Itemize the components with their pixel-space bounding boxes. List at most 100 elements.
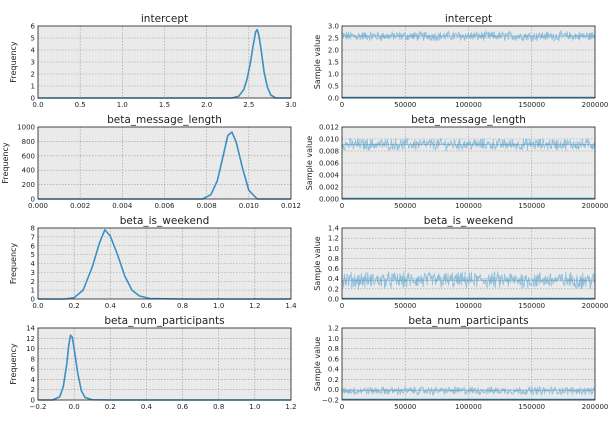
x-tick-label: 50000: [394, 202, 416, 210]
y-tick-label: 0.8: [328, 345, 339, 353]
y-tick-label: 0: [31, 196, 35, 204]
x-tick-label: 150000: [518, 403, 545, 411]
y-tick-label: 4: [31, 47, 36, 55]
y-tick-label: 2.0: [328, 47, 339, 55]
y-tick-label: 0.010: [319, 136, 339, 144]
x-tick-label: 100000: [455, 202, 482, 210]
x-tick-label: 150000: [518, 101, 545, 109]
x-tick-label: 0.5: [75, 101, 86, 109]
x-tick-label: 100000: [455, 101, 482, 109]
x-tick-label: 0.000: [28, 202, 48, 210]
y-tick-label: 0.4: [328, 275, 340, 283]
x-tick-label: 200000: [582, 202, 609, 210]
x-tick-label: 0.8: [177, 302, 188, 310]
chart-title: intercept: [141, 13, 188, 25]
x-tick-label: 0.6: [177, 403, 189, 411]
plot-frame: [37, 126, 292, 200]
plot-frame: [37, 25, 292, 99]
y-tick-label: 0.002: [319, 184, 339, 192]
y-tick-label: 3.0: [328, 23, 339, 31]
x-tick-label: 0.6: [141, 302, 153, 310]
x-tick-label: 0.0: [32, 101, 43, 109]
y-tick-label: 1.2: [328, 325, 339, 333]
x-tick-label: 50000: [394, 101, 416, 109]
x-tick-label: 0: [340, 302, 344, 310]
y-tick-label: 2.5: [328, 35, 339, 43]
y-tick-label: 8: [31, 355, 35, 363]
density-series: [38, 28, 291, 99]
y-tick-label: 0: [31, 397, 35, 405]
chart-panel-7: −0.2 0.0 0.2 0.4 0.6 0.8 1.0 1.2 0 2 4 6 8 10 12 14 beta…: [9, 315, 297, 411]
x-tick-label: 3.0: [285, 101, 296, 109]
x-tick-label: 100000: [455, 302, 482, 310]
y-tick-label: 2: [31, 71, 35, 79]
y-tick-label: 14: [26, 325, 35, 333]
plot-frame: [341, 25, 596, 99]
y-tick-label: 1000: [17, 124, 35, 132]
x-tick-label: 0: [340, 403, 344, 411]
plot-area: [342, 228, 595, 299]
y-tick-label: 1.0: [328, 245, 339, 253]
y-axis-label: Sample value: [313, 337, 322, 391]
y-tick-label: 4: [31, 376, 36, 384]
x-tick-label: 0: [340, 202, 344, 210]
y-axis-label: Sample value: [313, 236, 322, 290]
x-tick-label: 1.2: [285, 403, 296, 411]
y-axis-label: Frequency: [9, 243, 18, 285]
x-tick-label: 0.006: [154, 202, 175, 210]
x-tick-label: 1.0: [213, 302, 224, 310]
y-tick-label: 6: [31, 242, 36, 250]
y-tick-label: 800: [22, 138, 35, 146]
y-tick-label: 0.8: [328, 255, 339, 263]
chart-title: beta_num_participants: [408, 315, 528, 327]
x-tick-label: 150000: [518, 302, 545, 310]
x-tick-label: 0.002: [70, 202, 90, 210]
y-tick-label: 0: [31, 95, 35, 103]
x-tick-label: 1.2: [249, 302, 260, 310]
y-axis-label: Frequency: [9, 343, 18, 385]
x-tick-label: 0.4: [105, 302, 117, 310]
y-tick-label: 1.5: [328, 59, 339, 67]
y-tick-label: 0.6: [328, 355, 340, 363]
y-tick-label: 600: [22, 152, 35, 160]
x-tick-label: 200000: [582, 403, 609, 411]
x-tick-label: 0.4: [141, 403, 153, 411]
y-tick-label: 6: [31, 23, 36, 31]
x-tick-label: 200000: [582, 101, 609, 109]
y-tick-label: 1.0: [328, 335, 339, 343]
x-tick-label: 200000: [582, 302, 609, 310]
y-tick-label: 0.004: [319, 172, 340, 180]
x-tick-label: 50000: [394, 302, 416, 310]
y-tick-label: 1.2: [328, 235, 339, 243]
plot-frame: [37, 227, 292, 300]
x-tick-label: 1.4: [285, 302, 297, 310]
chart-panel-1: 0.0 0.5 1.0 1.5 2.0 2.5 3.0 0 1 2 3 4 5 6 intercept Fre…: [9, 13, 297, 109]
x-tick-label: 100000: [455, 403, 482, 411]
x-tick-label: 2.5: [243, 101, 254, 109]
y-tick-label: 0.008: [319, 148, 339, 156]
x-tick-label: −0.2: [30, 403, 47, 411]
x-tick-label: 0.2: [105, 403, 116, 411]
x-tick-label: 0.008: [197, 202, 217, 210]
chart-title: beta_is_weekend: [120, 215, 210, 227]
x-tick-label: 2.0: [201, 101, 212, 109]
y-tick-label: 0.006: [319, 160, 340, 168]
chart-title: intercept: [445, 13, 492, 25]
y-tick-label: 200: [22, 181, 35, 189]
y-tick-label: 400: [22, 167, 35, 175]
y-tick-label: 0.2: [328, 285, 339, 293]
y-axis-label: Sample value: [313, 35, 322, 89]
y-tick-label: 0.6: [328, 265, 340, 273]
y-tick-label: 1.0: [328, 71, 339, 79]
chart-panel-6: 0 50000 100000 150000 200000 0.0 0.2 0.4 0.6 0.8 1…: [313, 215, 608, 310]
plot-frame: [341, 327, 596, 401]
y-tick-label: 0.000: [319, 196, 339, 204]
plot-frame: [341, 126, 596, 200]
x-tick-label: 1.5: [159, 101, 170, 109]
x-tick-label: 0.004: [112, 202, 133, 210]
y-tick-label: 2: [31, 386, 35, 394]
x-tick-label: 1.0: [249, 403, 260, 411]
y-tick-label: 0: [31, 296, 35, 304]
